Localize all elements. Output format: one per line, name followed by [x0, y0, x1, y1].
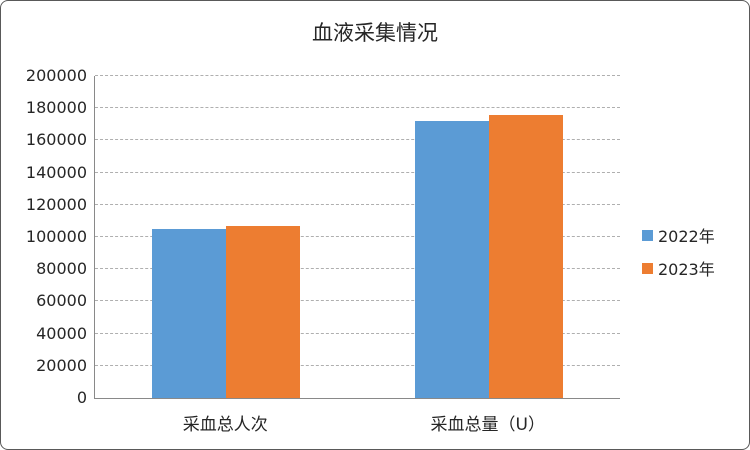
chart-title: 血液采集情况	[312, 21, 438, 45]
gridline	[95, 300, 620, 302]
legend: 2022年 2023年	[642, 223, 715, 289]
y-tick-label: 60000	[36, 291, 87, 311]
gridline	[95, 332, 620, 334]
gridline	[95, 75, 620, 76]
gridline	[95, 139, 620, 141]
bar-2023年-采血总量（U）	[489, 114, 563, 398]
legend-label: 2022年	[658, 227, 715, 246]
bar-2023年-采血总人次	[226, 225, 300, 398]
y-tick-label: 0	[76, 388, 87, 407]
gridline	[95, 268, 620, 270]
gridline	[95, 203, 620, 205]
y-tick-label: 80000	[36, 259, 87, 279]
y-tick-label: 200000	[25, 66, 87, 85]
y-tick-label: 100000	[25, 227, 87, 246]
y-tick-label: 20000	[36, 355, 87, 375]
y-tick-label: 120000	[25, 194, 87, 214]
gridline	[95, 107, 620, 109]
y-tick-label: 140000	[25, 162, 87, 182]
y-tick-label: 180000	[25, 98, 87, 118]
gridline	[95, 364, 620, 366]
legend-label: 2023年	[658, 260, 715, 279]
x-tick-label: 采血总量（U）	[430, 415, 545, 435]
plot-area	[94, 75, 620, 399]
legend-marker-icon	[642, 229, 653, 241]
bar-2022年-采血总人次	[152, 228, 226, 398]
y-tick-label: 160000	[25, 130, 87, 150]
y-tick-label: 40000	[36, 323, 87, 343]
gridline	[95, 236, 620, 237]
legend-marker-icon	[642, 262, 653, 274]
legend-entry-2022年: 2022年	[642, 223, 715, 247]
legend-entry-2023年: 2023年	[642, 256, 715, 280]
bar-2022年-采血总量（U）	[415, 121, 489, 398]
x-tick-label: 采血总人次	[182, 415, 268, 435]
gridline	[95, 171, 620, 173]
